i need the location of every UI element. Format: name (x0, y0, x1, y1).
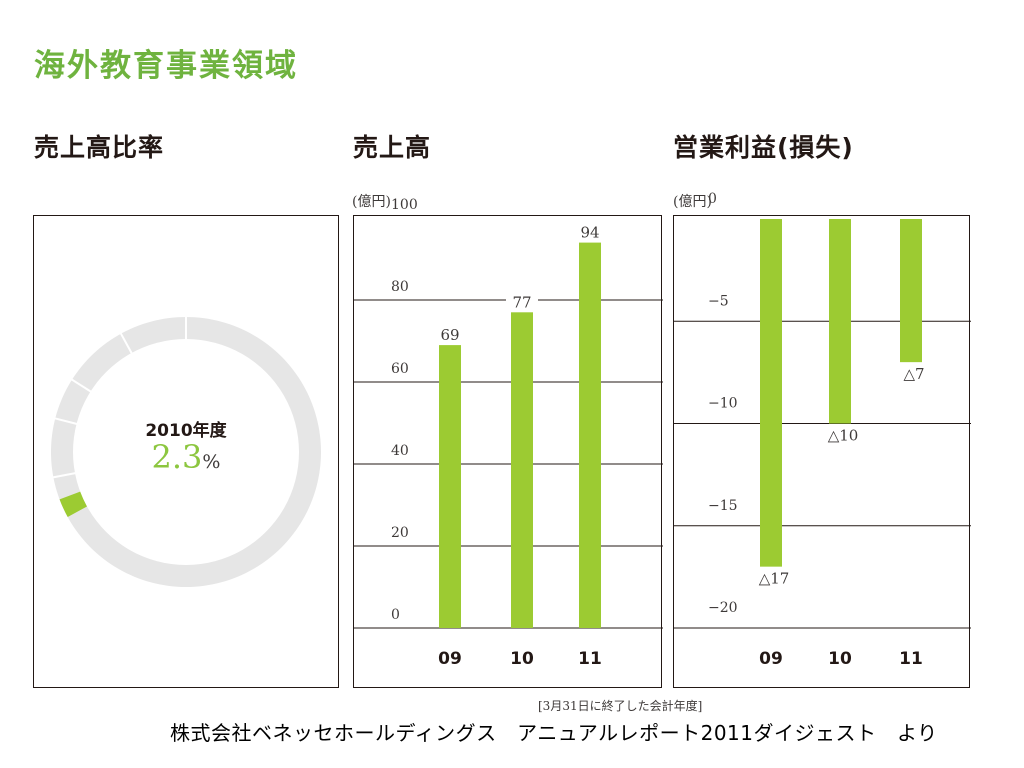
profit-panel-title: 営業利益(損失) (673, 133, 854, 162)
donut-value-number: 2.3 (151, 438, 203, 476)
data-label-bg (574, 222, 606, 241)
profit-unit-label: (億円) (673, 194, 712, 210)
donut-value-label: 2.3% (34, 438, 338, 476)
data-label-11: △7 (903, 365, 924, 383)
y-tick-label: 0 (391, 607, 400, 623)
y-tick-label: 100 (391, 197, 418, 213)
donut-segment-divider (52, 472, 77, 479)
data-label-bg (434, 325, 466, 344)
x-category-label: 09 (438, 649, 462, 669)
y-tick-label: −10 (708, 396, 738, 412)
donut-segment-divider (54, 417, 78, 426)
fiscal-year-note: [3月31日に終了した会計年度] (538, 699, 703, 713)
donut-segment-divider (119, 332, 133, 355)
sales-panel-title: 売上高 (353, 133, 432, 162)
bar-10 (511, 312, 533, 628)
y-tick-label: 40 (391, 443, 409, 459)
data-label-11: 94 (580, 224, 599, 242)
y-tick-label: 20 (391, 525, 409, 541)
y-tick-label: 80 (391, 279, 409, 295)
x-category-label: 10 (828, 649, 852, 669)
donut-highlight-segment (59, 491, 87, 518)
x-category-label: 11 (899, 649, 923, 669)
x-category-label: 09 (759, 649, 783, 669)
bar-11 (579, 242, 601, 628)
y-tick-label: −15 (708, 498, 738, 514)
sales-chart-panel: 0 20 40 60 80 100 69 09 77 10 94 11 (353, 197, 663, 688)
x-category-label: 11 (578, 649, 602, 669)
data-label-bg (506, 292, 538, 311)
source-credit: 株式会社ベネッセホールディングス アニュアルレポート2011ダイジェスト より (170, 721, 938, 745)
y-tick-label: 0 (708, 191, 717, 207)
operating-profit-bar-chart: 0 −5 −10 −15 −20 △17 09 △10 10 △7 11 (674, 191, 971, 669)
y-tick-label: −20 (708, 600, 738, 616)
sales-unit-label: (億円) (352, 194, 391, 210)
bar-10 (829, 219, 851, 424)
x-category-label: 10 (510, 649, 534, 669)
bar-09 (760, 219, 782, 567)
page-title: 海外教育事業領域 (34, 48, 298, 84)
data-label-10: △10 (828, 427, 859, 445)
donut-value-unit: % (202, 451, 221, 473)
donut-year-label: 2010年度 (145, 421, 227, 441)
donut-segment-divider (70, 378, 92, 393)
bar-09 (439, 345, 461, 628)
sales-share-donut-chart (50, 316, 321, 587)
sales-bar-chart: 0 20 40 60 80 100 69 09 77 10 94 11 (354, 197, 663, 669)
sales-share-panel: 2010年度 2.3% (33, 215, 339, 688)
y-tick-label: −5 (708, 293, 729, 309)
data-label-09: △17 (759, 570, 790, 588)
share-panel-title: 売上高比率 (34, 133, 165, 162)
data-label-10: 77 (512, 293, 531, 311)
operating-profit-chart-panel: 0 −5 −10 −15 −20 △17 09 △10 10 △7 11 (673, 191, 971, 688)
data-label-09: 69 (440, 326, 459, 344)
y-tick-label: 60 (391, 361, 409, 377)
bar-11 (900, 219, 922, 363)
